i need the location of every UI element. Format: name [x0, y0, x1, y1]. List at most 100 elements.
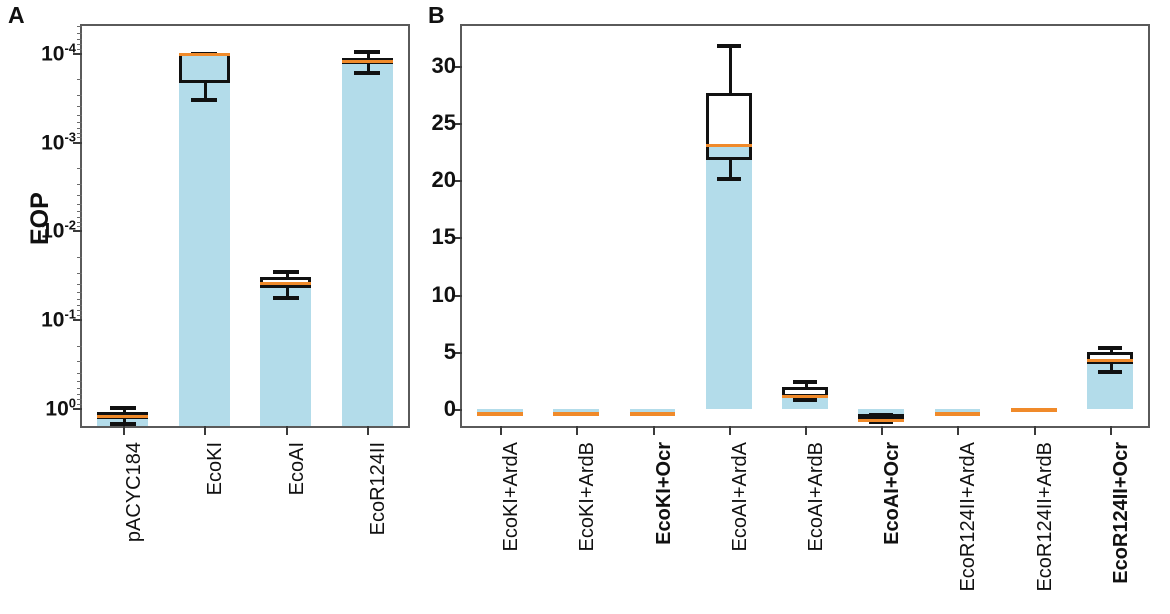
y-tick-6 — [453, 66, 462, 68]
x-tick-label-0: pACYC184 — [122, 442, 145, 543]
panel-a-letter: A — [8, 2, 25, 28]
y-tick-4 — [73, 407, 82, 410]
x-tick-label-3: EcoR124II — [367, 442, 390, 536]
whisker-stem-low-1 — [204, 83, 208, 98]
boxplot-0 — [82, 26, 408, 427]
median-line-0 — [97, 414, 148, 418]
whisker-cap-high-8 — [1097, 346, 1122, 350]
y-tick-5 — [453, 123, 462, 126]
y-tick-minor — [77, 79, 82, 81]
boxplot-1 — [82, 26, 408, 426]
y-tick-minor — [77, 44, 82, 46]
y-tick-label-5: 25 — [431, 110, 456, 136]
x-tick-label-2: EcoKI+Ocr — [652, 442, 675, 545]
x-tick-label-1: EcoKI+ArdB — [576, 442, 599, 552]
y-tick-minor — [77, 33, 82, 35]
y-tick-label-3: 15 — [431, 224, 456, 250]
y-tick-0 — [73, 52, 82, 55]
y-tick-label-2: 10-2 — [41, 217, 76, 243]
x-tick-label-7: EcoR124II+ArdB — [1033, 442, 1056, 592]
median-line-3 — [705, 143, 752, 147]
y-tick-4 — [453, 180, 462, 183]
y-tick-label-0: 0 — [443, 395, 456, 421]
y-tick-label-3: 10-1 — [41, 306, 76, 332]
y-tick-minor — [77, 226, 82, 228]
box-3 — [705, 93, 752, 160]
x-tick-label-4: EcoAI+ArdB — [805, 442, 827, 552]
boxplot-0 — [462, 26, 1148, 426]
y-tick-label-6: 30 — [431, 53, 456, 78]
x-tick-0 — [122, 426, 125, 435]
whisker-stem-high-3 — [728, 44, 732, 94]
box-8 — [1087, 352, 1133, 364]
y-tick-label-1: 10-3 — [41, 129, 76, 154]
bar-0 — [97, 414, 148, 426]
boxplot-2 — [462, 26, 1148, 426]
y-tick-label-2: 10 — [431, 281, 456, 307]
y-tick-label-4: 100 — [45, 395, 76, 421]
whisker-cap-low-3 — [716, 176, 741, 181]
y-tick-minor — [77, 221, 82, 223]
x-tick-label-8: EcoR124II+Ocr — [1109, 442, 1132, 584]
boxplot-1 — [462, 26, 1148, 426]
y-tick-minor — [77, 121, 82, 123]
x-tick-label-3: EcoAI+ArdA — [728, 442, 751, 552]
boxplot-6 — [462, 26, 1148, 426]
x-tick-7 — [1033, 426, 1036, 435]
bar-6 — [934, 408, 981, 412]
y-tick-minor — [77, 168, 82, 170]
median-line-1 — [178, 53, 230, 57]
x-tick-1 — [576, 426, 579, 435]
x-tick-4 — [805, 426, 807, 435]
bar-0 — [477, 408, 523, 412]
y-tick-minor — [77, 132, 82, 134]
y-tick-minor — [77, 299, 82, 301]
boxplot-7 — [462, 26, 1148, 426]
whisker-cap-high-3 — [354, 49, 381, 54]
whisker-stem-low-2 — [285, 288, 289, 297]
x-tick-3 — [728, 426, 731, 435]
bar-2 — [629, 408, 676, 412]
y-tick-label-1: 5 — [443, 338, 456, 364]
x-tick-label-5: EcoAI+Ocr — [881, 442, 904, 545]
panel-b-letter: B — [428, 2, 445, 28]
median-line-5 — [858, 418, 905, 422]
y-tick-minor — [77, 388, 82, 390]
median-line-1 — [553, 411, 600, 416]
whisker-stem-low-0 — [122, 419, 126, 423]
boxplot-4 — [462, 26, 1148, 426]
x-tick-5 — [881, 426, 884, 435]
y-tick-minor — [77, 48, 82, 50]
x-tick-label-2: EcoAI — [285, 442, 308, 496]
x-tick-label-6: EcoR124II+ArdA — [957, 442, 980, 592]
x-tick-2 — [652, 426, 655, 435]
y-tick-minor — [77, 127, 82, 129]
boxplot-2 — [82, 26, 408, 426]
y-tick-minor — [77, 310, 82, 312]
y-tick-minor — [77, 361, 82, 363]
box-5 — [858, 414, 905, 420]
boxplot-5 — [462, 26, 1148, 426]
median-line-7 — [1010, 408, 1057, 413]
x-tick-3 — [367, 426, 370, 435]
panel-b: B REA, % EcoKI+ArdAEcoKI+ArdBEcoKI+OcrEc… — [420, 0, 1170, 614]
whisker-cap-low-0 — [109, 422, 136, 427]
y-tick-minor — [77, 26, 82, 27]
whisker-cap-low-8 — [1097, 370, 1122, 374]
x-tick-label-0: EcoKI+ArdA — [500, 442, 523, 552]
y-tick-label-4: 20 — [431, 167, 456, 193]
y-tick-minor — [77, 399, 82, 401]
whisker-cap-low-1 — [191, 97, 218, 102]
bar-2 — [260, 281, 311, 426]
y-tick-3 — [453, 237, 462, 240]
x-tick-6 — [957, 426, 960, 435]
y-tick-label-0: 10-4 — [41, 40, 76, 66]
whisker-cap-high-3 — [716, 44, 741, 49]
y-tick-minor — [77, 345, 82, 347]
boxplot-3 — [82, 26, 408, 426]
whisker-cap-low-2 — [272, 296, 299, 301]
boxplot-8 — [462, 26, 1148, 426]
y-tick-minor — [77, 292, 82, 294]
whisker-stem-low-8 — [1109, 363, 1113, 370]
